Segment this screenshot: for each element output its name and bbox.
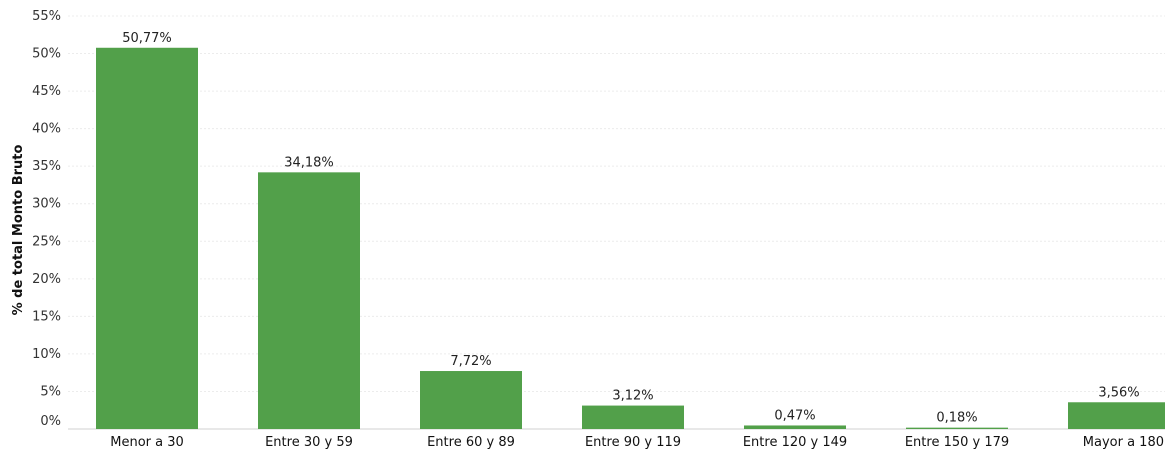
bar <box>906 427 1008 429</box>
bar <box>96 47 198 429</box>
y-tick-label: 20% <box>32 272 61 287</box>
x-axis-categories: Menor a 30 Entre 30 y 59 Entre 60 y 89 Entr… <box>110 435 1164 450</box>
bar <box>420 371 522 429</box>
gridlines <box>68 15 1165 430</box>
y-axis-ticks: 0% 5% 10% 15% 20% 25% 30% 35% 40% 45% 50% 55% <box>32 9 61 429</box>
y-tick-label: 0% <box>40 414 61 429</box>
x-category-label: Entre 120 y 149 <box>743 435 847 450</box>
data-label: 50,77% <box>122 31 172 46</box>
y-tick-label: 15% <box>32 309 61 324</box>
y-tick-label: 45% <box>32 84 61 99</box>
y-tick-label: 10% <box>32 347 61 362</box>
y-tick-label: 25% <box>32 234 61 249</box>
data-label: 3,56% <box>1098 385 1139 400</box>
bars <box>96 47 1165 429</box>
y-tick-label: 5% <box>40 384 61 399</box>
y-tick-label: 50% <box>32 47 61 62</box>
data-labels: 50,77% 34,18% 7,72% 3,12% 0,47% 0,18% 3,56% <box>122 31 1139 426</box>
bar <box>582 405 684 429</box>
y-tick-label: 40% <box>32 122 61 137</box>
data-label: 34,18% <box>284 155 334 170</box>
bar <box>744 425 846 429</box>
data-label: 3,12% <box>612 389 653 404</box>
y-tick-label: 35% <box>32 159 61 174</box>
x-category-label: Entre 30 y 59 <box>265 435 353 450</box>
bar <box>258 172 360 429</box>
data-label: 0,47% <box>774 408 815 423</box>
y-tick-label: 55% <box>32 9 61 24</box>
y-tick-label: 30% <box>32 197 61 212</box>
x-category-label: Entre 90 y 119 <box>585 435 681 450</box>
data-label: 0,18% <box>936 411 977 426</box>
bar <box>1068 402 1165 429</box>
x-category-label: Mayor a 180 <box>1083 435 1164 450</box>
x-category-label: Menor a 30 <box>110 435 184 450</box>
y-axis-title: % de total Monto Bruto <box>11 145 26 316</box>
data-label: 7,72% <box>450 354 491 369</box>
x-category-label: Entre 150 y 179 <box>905 435 1009 450</box>
x-category-label: Entre 60 y 89 <box>427 435 515 450</box>
